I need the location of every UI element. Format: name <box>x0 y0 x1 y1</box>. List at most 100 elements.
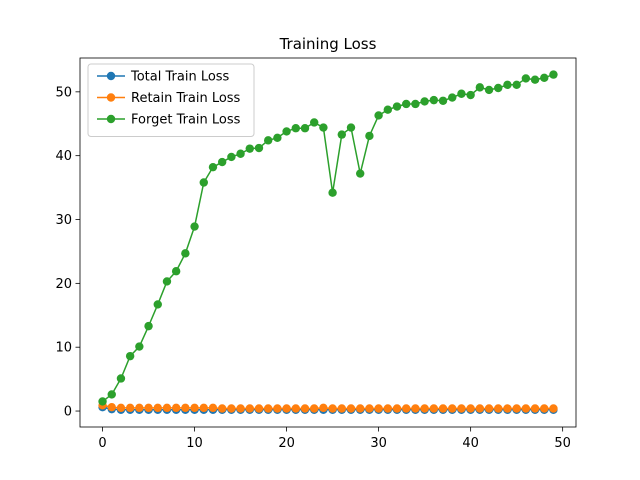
data-point <box>135 342 144 351</box>
data-point <box>227 152 236 162</box>
data-point <box>217 157 227 167</box>
series-3 <box>98 70 558 406</box>
data-point <box>475 83 485 92</box>
x-tick-label: 0 <box>98 436 106 451</box>
data-point <box>300 404 310 413</box>
data-point <box>494 404 503 413</box>
data-point <box>503 404 512 413</box>
data-point <box>199 178 208 187</box>
data-point <box>448 404 457 413</box>
data-point <box>171 267 181 276</box>
data-point <box>199 403 208 413</box>
data-point <box>374 404 383 413</box>
data-point <box>374 111 383 120</box>
data-point <box>503 80 512 90</box>
data-point <box>181 249 190 258</box>
data-point <box>153 403 162 413</box>
data-point <box>273 404 282 413</box>
data-point <box>383 105 393 114</box>
data-point <box>208 403 218 413</box>
data-point <box>521 404 531 413</box>
data-point <box>236 404 245 413</box>
legend-label: Retain Train Loss <box>131 91 241 106</box>
data-point <box>466 404 475 413</box>
legend-label: Forget Train Loss <box>131 113 241 128</box>
data-point <box>125 403 135 413</box>
y-tick-label: 20 <box>55 277 72 292</box>
legend-entry: Forget Train Loss <box>97 113 241 128</box>
data-point <box>171 403 181 413</box>
data-point <box>300 124 310 133</box>
data-point <box>208 162 218 172</box>
x-tick-label: 50 <box>554 436 571 451</box>
data-point <box>245 144 254 153</box>
data-point <box>484 404 494 413</box>
data-point <box>263 404 273 413</box>
data-point <box>521 74 531 83</box>
data-point <box>457 404 466 413</box>
data-point <box>475 404 485 413</box>
data-point <box>383 404 393 413</box>
data-point <box>282 404 291 413</box>
data-point <box>411 99 420 109</box>
data-point <box>310 118 319 127</box>
data-point <box>402 404 411 413</box>
data-point <box>530 404 540 413</box>
data-point <box>494 83 503 93</box>
data-point <box>356 169 365 178</box>
data-point <box>254 143 264 153</box>
data-point <box>429 404 439 413</box>
data-point <box>365 404 374 413</box>
y-tick-label: 50 <box>55 85 72 100</box>
data-point <box>116 374 126 383</box>
x-tick-label: 30 <box>370 436 387 451</box>
data-point <box>337 130 346 139</box>
data-point <box>181 403 190 413</box>
plot-area <box>98 70 558 414</box>
data-point <box>227 404 236 413</box>
data-point <box>448 93 457 102</box>
data-point <box>392 102 402 111</box>
series-2 <box>98 401 558 413</box>
data-point <box>457 89 466 98</box>
data-point <box>402 99 411 109</box>
data-point <box>217 404 227 413</box>
data-point <box>540 73 549 82</box>
data-point <box>365 131 374 141</box>
legend-entry: Total Train Loss <box>97 70 230 85</box>
data-point <box>530 75 540 84</box>
data-point <box>162 277 172 286</box>
data-point <box>328 404 337 413</box>
data-point <box>438 404 448 413</box>
data-point <box>484 85 494 95</box>
legend-box <box>87 63 255 137</box>
data-point <box>291 404 300 413</box>
x-tick-label: 20 <box>278 436 295 451</box>
data-point <box>319 123 328 132</box>
data-point <box>466 90 475 100</box>
y-tick-label: 30 <box>55 213 72 228</box>
data-point <box>273 133 282 142</box>
data-point <box>429 95 439 105</box>
data-point <box>328 188 337 197</box>
data-point <box>392 404 402 413</box>
data-point <box>549 70 558 79</box>
data-point <box>245 404 254 413</box>
data-point <box>162 403 172 413</box>
data-point <box>356 404 365 413</box>
data-point <box>549 404 558 413</box>
y-tick-label: 0 <box>64 405 72 420</box>
data-point <box>144 321 153 331</box>
axes: 0 10 20 30 40 50 0 10 20 30 40 50 <box>55 57 577 451</box>
legend-marker <box>106 114 116 124</box>
data-point <box>310 404 319 413</box>
legend-marker <box>106 71 116 81</box>
data-point <box>144 403 153 413</box>
data-point <box>116 403 126 413</box>
legend-label: Total Train Loss <box>130 70 230 85</box>
data-point <box>540 404 549 413</box>
legend-marker <box>106 93 116 102</box>
y-tick-label: 40 <box>55 149 72 164</box>
data-point <box>107 403 116 412</box>
chart-title: Training Loss <box>279 35 377 53</box>
